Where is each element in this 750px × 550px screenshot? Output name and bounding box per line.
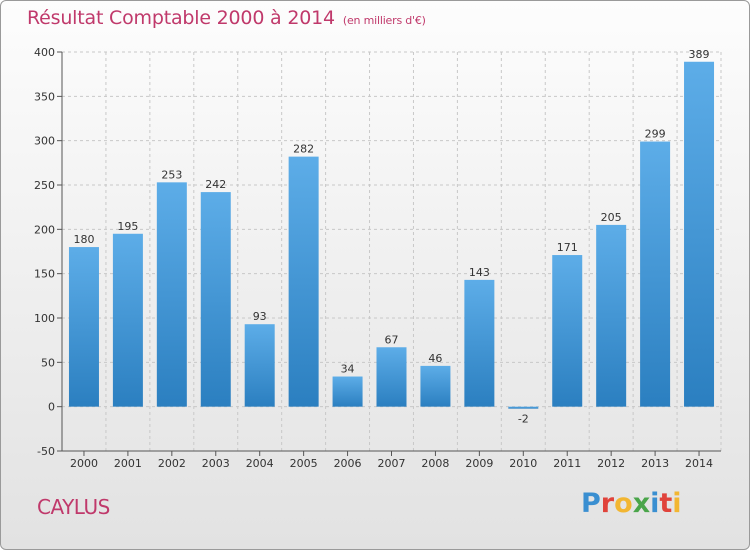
data-label: 195 xyxy=(117,220,138,233)
bar xyxy=(68,247,99,407)
data-label: 34 xyxy=(341,363,355,376)
bar xyxy=(376,347,407,407)
x-tick-label: 2004 xyxy=(246,457,274,470)
bar xyxy=(288,156,319,407)
data-label: 67 xyxy=(385,333,399,346)
bar xyxy=(420,365,451,407)
bar xyxy=(596,224,627,407)
x-tick-label: 2003 xyxy=(202,457,230,470)
bar xyxy=(640,141,671,407)
data-label: 180 xyxy=(73,233,94,246)
chart-title-text: Résultat Comptable 2000 à 2014 xyxy=(27,7,335,29)
y-tick-label: 150 xyxy=(34,268,55,281)
logo-letter: t xyxy=(659,488,673,519)
bar xyxy=(508,406,539,409)
y-tick-label: -50 xyxy=(37,445,55,458)
x-tick-label: 2010 xyxy=(509,457,537,470)
chart-title: Résultat Comptable 2000 à 2014 (en millie… xyxy=(27,7,426,29)
bar xyxy=(332,376,363,407)
y-tick-label: 350 xyxy=(34,90,55,103)
y-tick-label: 100 xyxy=(34,312,55,325)
data-label: 205 xyxy=(601,211,622,224)
x-tick-label: 2012 xyxy=(597,457,625,470)
x-tick-label: 2000 xyxy=(70,457,98,470)
bar xyxy=(156,182,187,407)
commune-name: CAYLUS xyxy=(37,495,110,519)
x-tick-label: 2001 xyxy=(114,457,142,470)
x-tick-label: 2007 xyxy=(378,457,406,470)
logo-letter: P xyxy=(581,488,601,519)
data-label: 171 xyxy=(557,241,578,254)
y-tick-label: 400 xyxy=(34,46,55,59)
x-tick-label: 2009 xyxy=(465,457,493,470)
bar xyxy=(244,324,275,407)
y-tick-label: 250 xyxy=(34,179,55,192)
x-tick-label: 2011 xyxy=(553,457,581,470)
logo-letter: i xyxy=(672,488,682,519)
logo-letter: i xyxy=(650,488,660,519)
proxiti-logo: Proxiti xyxy=(581,488,682,519)
bar xyxy=(684,61,715,407)
x-tick-label: 2005 xyxy=(290,457,318,470)
logo-letter: o xyxy=(614,488,633,519)
x-tick-label: 2002 xyxy=(158,457,186,470)
x-tick-label: 2013 xyxy=(641,457,669,470)
x-tick-label: 2014 xyxy=(685,457,713,470)
bar xyxy=(464,279,495,407)
data-label: 299 xyxy=(645,128,666,141)
data-label: 253 xyxy=(161,168,182,181)
bar xyxy=(200,192,231,407)
logo-letter: x xyxy=(632,488,651,519)
y-tick-label: 200 xyxy=(34,223,55,236)
data-label: 242 xyxy=(205,178,226,191)
y-tick-label: 0 xyxy=(48,401,55,414)
x-tick-label: 2008 xyxy=(421,457,449,470)
data-label: 93 xyxy=(253,310,267,323)
bar xyxy=(112,233,143,407)
data-label: 282 xyxy=(293,143,314,156)
y-tick-label: 300 xyxy=(34,135,55,148)
data-label: 389 xyxy=(689,48,710,61)
y-tick-label: 50 xyxy=(41,356,55,369)
x-tick-label: 2006 xyxy=(334,457,362,470)
data-label: 46 xyxy=(428,352,442,365)
chart-title-unit: (en milliers d'€) xyxy=(342,14,426,27)
data-label: 143 xyxy=(469,266,490,279)
logo-letter: r xyxy=(600,488,615,519)
data-label: -2 xyxy=(518,412,529,425)
bar xyxy=(552,255,583,407)
